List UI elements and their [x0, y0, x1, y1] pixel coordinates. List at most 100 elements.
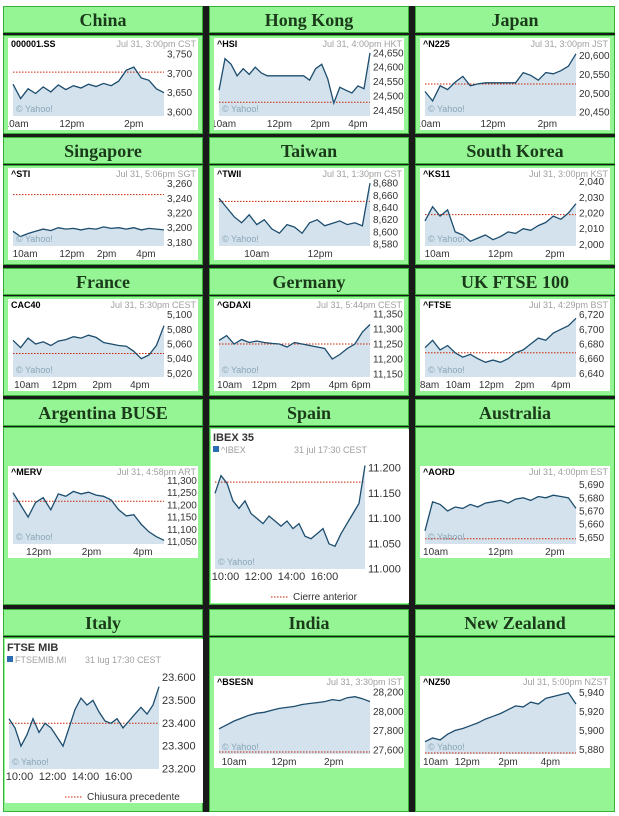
x-tick-label: 10am [446, 380, 471, 391]
y-tick-label: 28,200 [373, 687, 404, 698]
x-tick-label: 12pm [267, 119, 292, 130]
x-tick-label: 2pm [92, 380, 111, 391]
symbol-label: CAC40 [11, 300, 41, 310]
x-tick-label: 2pm [498, 757, 517, 768]
x-tick-label: 10am [217, 380, 242, 391]
yahoo-watermark: © Yahoo! [16, 365, 53, 375]
market-panel: ^N225 Jul 31, 3:00pm JST 20,450 20,500 20,55… [415, 35, 615, 134]
y-tick-label: 24,550 [373, 77, 404, 88]
y-tick-label: 11,150 [167, 513, 197, 524]
x-tick-label: 12pm [26, 547, 51, 558]
y-tick-label: 3,240 [167, 194, 192, 205]
price-line [424, 494, 577, 531]
market-panel: ^KS11 Jul 31, 3:00pm KST 2,000 2,010 2,020 2,… [415, 165, 615, 265]
timestamp-label: Jul 31, 4:00pm HKT [322, 39, 402, 49]
y-tick-label: 11,300 [373, 325, 403, 336]
price-area [425, 692, 576, 754]
x-tick-label: 12pm [479, 380, 504, 391]
y-tick-label: 6,680 [579, 340, 604, 351]
y-tick-label: 5,880 [579, 745, 604, 756]
price-line [12, 226, 165, 238]
market-title: France [3, 268, 203, 295]
market-title: Japan [415, 6, 615, 33]
x-tick-label: 2pm [545, 249, 564, 260]
y-tick-label: 5,660 [579, 520, 604, 531]
market-panel: 000001.SS Jul 31, 3:00pm CST 3,600 3,650 3,7… [3, 35, 203, 134]
price-area [215, 465, 365, 569]
market-grid: China 000001.SS Jul 31, 3:00pm CST 3,600 3,6… [3, 6, 615, 812]
market-panel: ^NZ50 Jul 31, 5:00pm NZST 5,880 5,900 5,920 5… [415, 637, 615, 812]
x-tick-label: 12pm [52, 380, 77, 391]
y-tick-label: 11,250 [167, 488, 197, 499]
x-tick-label: 10am [244, 249, 269, 260]
price-line [218, 696, 371, 730]
y-tick-label: 24,650 [373, 48, 404, 59]
stock-chart: ^STI Jul 31, 5:06pm SGT 3,180 3,200 3,220 3,2… [8, 168, 198, 260]
timestamp-label: 31 lug 17:30 CEST [85, 655, 162, 665]
timestamp-label: Jul 31, 3:00pm KST [529, 169, 609, 179]
y-tick-label: 5,060 [167, 340, 192, 351]
timestamp-label: 31 jul 17:30 CEST [294, 445, 368, 455]
y-tick-label: 11.000 [368, 564, 401, 576]
series-swatch [7, 656, 13, 662]
y-tick-label: 2,040 [579, 177, 604, 188]
yahoo-watermark: © Yahoo! [428, 742, 465, 752]
x-tick-label: 14:00 [72, 771, 100, 783]
symbol-label: FTSEMIB.MI [15, 655, 67, 665]
stock-chart: ^AORD Jul 31, 4:00pm EST 5,650 5,660 5,670 5,… [420, 466, 610, 558]
symbol-label: ^STI [11, 169, 30, 179]
x-tick-label: 4pm [133, 547, 152, 558]
symbol-label: ^HSI [217, 39, 237, 49]
x-tick-label: 16:00 [105, 771, 133, 783]
symbol-label: ^KS11 [423, 169, 450, 179]
yahoo-watermark: © Yahoo! [222, 104, 259, 114]
chart-title: IBEX 35 [213, 432, 254, 444]
stock-chart: ^HSI Jul 31, 4:00pm HKT 24,450 24,500 24,550… [214, 38, 404, 130]
y-tick-label: 5,040 [167, 354, 192, 365]
x-tick-label: 10am [425, 249, 450, 260]
price-area [13, 67, 164, 116]
y-tick-label: 20,450 [579, 108, 610, 119]
market-title: China [3, 6, 203, 33]
price-area [13, 491, 164, 544]
y-tick-label: 5,940 [579, 688, 604, 699]
y-tick-label: 3,650 [167, 88, 192, 99]
market-panel: ^STI Jul 31, 5:06pm SGT 3,180 3,200 3,220 3,2… [3, 165, 203, 265]
y-tick-label: 6,700 [579, 325, 604, 336]
timestamp-label: Jul 31, 5:06pm SGT [116, 169, 197, 179]
y-tick-label: 23.200 [162, 764, 196, 776]
x-tick-label: 12:00 [39, 771, 67, 783]
symbol-label: ^IBEX [221, 445, 246, 455]
y-tick-label: 20,550 [579, 70, 610, 81]
y-tick-label: 3,750 [167, 49, 192, 60]
market-panel: ^GDAXI Jul 31, 5:44pm CEST 11,150 11,200 11,… [209, 296, 409, 396]
yahoo-watermark: © Yahoo! [16, 234, 53, 244]
x-tick-label: 16:00 [311, 571, 339, 583]
stock-chart: ^BSESN Jul 31, 3:30pm IST 27,600 27,800 28,0… [214, 676, 404, 768]
price-area [425, 318, 576, 377]
y-tick-label: 11,350 [373, 310, 403, 321]
x-tick-label: 12pm [488, 547, 513, 558]
y-tick-label: 11.050 [368, 538, 401, 550]
stock-chart: ^KS11 Jul 31, 3:00pm KST 2,000 2,010 2,020 2,… [420, 168, 610, 260]
y-tick-label: 11,100 [167, 525, 197, 536]
series-swatch [213, 446, 219, 452]
timestamp-label: Jul 31, 4:00pm EST [529, 467, 609, 477]
timestamp-label: Jul 31, 4:29pm BST [529, 300, 609, 310]
y-tick-label: 3,220 [167, 209, 192, 220]
y-tick-label: 11,200 [373, 355, 403, 366]
market-title: Spain [209, 399, 409, 426]
market-panel: ^AORD Jul 31, 4:00pm EST 5,650 5,660 5,670 5,… [415, 427, 615, 605]
price-line [8, 686, 160, 748]
y-tick-label: 2,020 [579, 209, 604, 220]
symbol-label: ^TWII [217, 169, 241, 179]
market-panel: ^BSESN Jul 31, 3:30pm IST 27,600 27,800 28,0… [209, 637, 409, 812]
y-tick-label: 24,450 [373, 106, 404, 117]
market-title: Hong Kong [209, 6, 409, 33]
price-line [424, 53, 577, 103]
x-tick-label: 2pm [324, 757, 343, 768]
x-tick-label: 2pm [124, 119, 143, 130]
y-tick-label: 3,200 [167, 223, 192, 234]
y-tick-label: 3,600 [167, 108, 192, 119]
price-area [219, 696, 370, 754]
